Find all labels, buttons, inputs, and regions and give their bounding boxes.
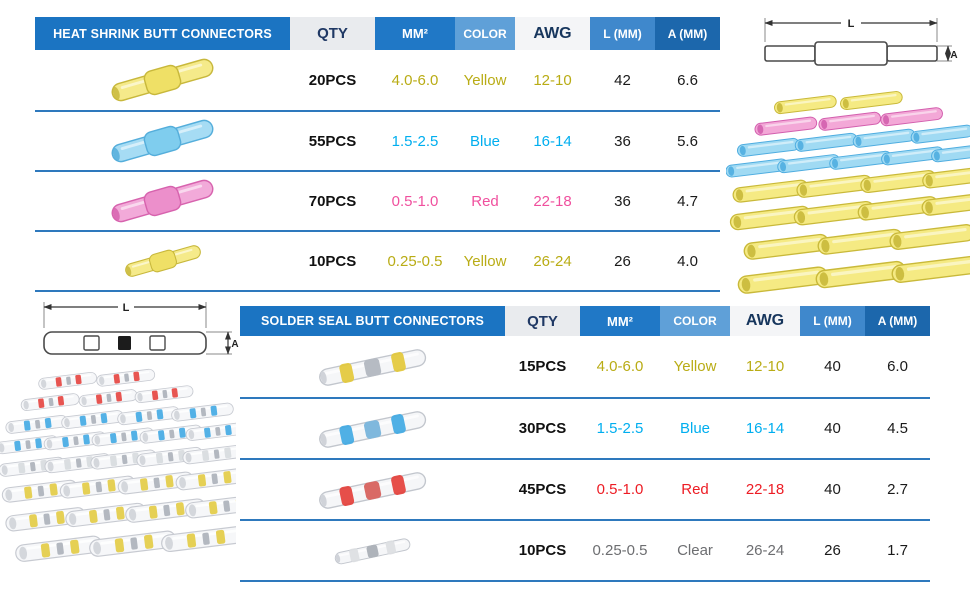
color-cell: Red	[471, 192, 499, 210]
qty-header: QTY	[505, 306, 580, 336]
qty-cell: 10PCS	[518, 542, 567, 559]
heat-shrink-connectors-photo	[726, 90, 970, 295]
table-row: 70PCS 0.5-1.0 Red 22-18 36 4.7	[35, 170, 720, 230]
connector-image-cell	[240, 521, 505, 580]
a-cell: 4.7	[677, 192, 698, 210]
awg-cell: 12-10	[745, 358, 785, 375]
qty-cell: 10PCS	[308, 252, 357, 270]
qty-cell: 15PCS	[518, 358, 567, 375]
heat-shrink-dimension-diagram: L A	[764, 18, 958, 66]
l-header: L (MM)	[800, 306, 865, 336]
a-cell: 2.7	[887, 481, 908, 498]
solder-seal-connector-blue-image	[317, 407, 428, 451]
table-row: 30PCS 1.5-2.5 Blue 16-14 40 4.5	[240, 397, 930, 458]
color-cell: Yellow	[463, 252, 507, 270]
heat-shrink-connector-yellow-image	[108, 55, 217, 105]
connector-image-cell	[240, 460, 505, 519]
a-cell: 6.0	[887, 358, 908, 375]
l-cell: 26	[614, 252, 631, 270]
color-cell: Blue	[679, 420, 711, 437]
mm2-cell: 1.5-2.5	[596, 420, 644, 437]
table-row: 10PCS 0.25-0.5 Clear 26-24 26 1.7	[240, 519, 930, 580]
color-header: COLOR	[455, 17, 515, 50]
l-cell: 40	[824, 420, 841, 437]
table-row: 10PCS 0.25-0.5 Yellow 26-24 26 4.0	[35, 230, 720, 290]
heat-shrink-connector-red-image	[108, 176, 217, 226]
solder-seal-connector-red-image	[317, 468, 428, 512]
connector-image-cell	[35, 50, 290, 110]
connector-image-cell	[35, 232, 290, 290]
connector-image-cell	[240, 399, 505, 458]
l-cell: 42	[614, 71, 631, 89]
table-row: 55PCS 1.5-2.5 Blue 16-14 36 5.6	[35, 110, 720, 170]
color-cell: Clear	[677, 542, 713, 559]
awg-cell: 16-14	[745, 420, 785, 437]
l-cell: 40	[824, 481, 841, 498]
awg-header: AWG	[515, 17, 590, 50]
table-row: 15PCS 4.0-6.0 Yellow 12-10 40 6.0	[240, 336, 930, 397]
mm2-cell: 0.25-0.5	[592, 542, 648, 559]
l-cell: 36	[614, 132, 631, 150]
solder-seal-table-header: SOLDER SEAL BUTT CONNECTORS QTY MM² COLO…	[240, 306, 930, 336]
a-cell: 5.6	[677, 132, 698, 150]
mm2-header: MM²	[375, 17, 455, 50]
dimension-L-label: L	[123, 302, 130, 314]
a-header: A (MM)	[865, 306, 930, 336]
heat-shrink-table-header: HEAT SHRINK BUTT CONNECTORS QTY MM² COLO…	[35, 17, 720, 50]
a-header: A (MM)	[655, 17, 720, 50]
awg-cell: 12-10	[533, 71, 572, 89]
connector-image-cell	[35, 112, 290, 170]
qty-cell: 45PCS	[518, 481, 567, 498]
color-cell: Yellow	[463, 71, 507, 89]
color-cell: Blue	[469, 132, 501, 150]
dimension-A-label: A	[231, 339, 238, 350]
l-cell: 40	[824, 358, 841, 375]
mm2-cell: 0.25-0.5	[387, 252, 443, 270]
table-row: 45PCS 0.5-1.0 Red 22-18 40 2.7	[240, 458, 930, 519]
heat-shrink-table-title: HEAT SHRINK BUTT CONNECTORS	[35, 17, 290, 50]
awg-cell: 26-24	[745, 542, 785, 559]
awg-cell: 26-24	[533, 252, 572, 270]
l-cell: 36	[614, 192, 631, 210]
color-cell: Red	[681, 481, 709, 498]
mm2-cell: 4.0-6.0	[596, 358, 644, 375]
awg-cell: 22-18	[533, 192, 572, 210]
awg-cell: 22-18	[745, 481, 785, 498]
awg-header: AWG	[730, 306, 800, 336]
a-cell: 1.7	[887, 542, 908, 559]
connector-image-cell	[240, 336, 505, 397]
solder-seal-table-title: SOLDER SEAL BUTT CONNECTORS	[240, 306, 505, 336]
mm2-cell: 0.5-1.0	[596, 481, 644, 498]
qty-cell: 20PCS	[308, 71, 357, 89]
solder-seal-connector-yellow-image	[317, 345, 428, 389]
qty-header: QTY	[290, 17, 375, 50]
qty-cell: 70PCS	[308, 192, 357, 210]
color-header: COLOR	[660, 306, 730, 336]
qty-cell: 30PCS	[518, 420, 567, 437]
color-cell: Yellow	[673, 358, 717, 375]
heat-shrink-connector-blue-image	[108, 116, 217, 166]
solder-seal-table: SOLDER SEAL BUTT CONNECTORS QTY MM² COLO…	[240, 306, 930, 582]
heat-shrink-connector-yellow-small-image	[122, 242, 203, 280]
heat-shrink-table: HEAT SHRINK BUTT CONNECTORS QTY MM² COLO…	[35, 17, 720, 292]
a-cell: 4.0	[677, 252, 698, 270]
mm2-cell: 0.5-1.0	[391, 192, 439, 210]
mm2-cell: 4.0-6.0	[391, 71, 439, 89]
dimension-L-label: L	[848, 18, 855, 30]
l-cell: 26	[824, 542, 841, 559]
awg-cell: 16-14	[533, 132, 572, 150]
solder-seal-connector-clear-image	[333, 535, 412, 566]
a-cell: 4.5	[887, 420, 908, 437]
l-header: L (MM)	[590, 17, 655, 50]
table-row: 20PCS 4.0-6.0 Yellow 12-10 42 6.6	[35, 50, 720, 110]
qty-cell: 55PCS	[308, 132, 357, 150]
connector-image-cell	[35, 172, 290, 230]
solder-seal-dimension-diagram: L A	[43, 302, 239, 355]
mm2-cell: 1.5-2.5	[391, 132, 439, 150]
a-cell: 6.6	[677, 71, 698, 89]
mm2-header: MM²	[580, 306, 660, 336]
solder-seal-connectors-photo	[0, 368, 236, 563]
dimension-A-label: A	[950, 50, 957, 61]
